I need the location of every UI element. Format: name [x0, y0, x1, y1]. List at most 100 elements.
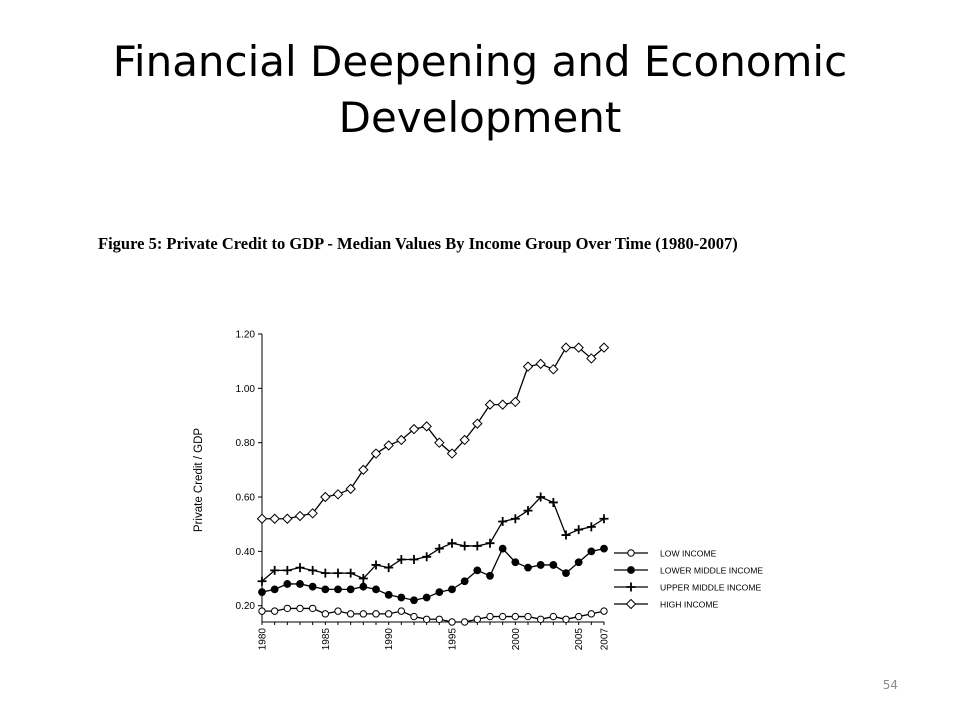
data-point: [574, 558, 583, 567]
data-point: [486, 571, 494, 580]
y-tick-label: 1.20: [236, 330, 256, 341]
data-point: [536, 615, 545, 623]
y-tick-label: 0.60: [236, 493, 256, 504]
series-line-lower-middle-income: [261, 547, 605, 601]
data-point: [460, 541, 470, 551]
x-tick-label: 1995: [448, 628, 459, 651]
x-tick-label: 2000: [511, 628, 522, 651]
data-point: [524, 563, 532, 572]
data-point: [573, 342, 584, 353]
data-point: [408, 423, 420, 435]
data-point: [334, 607, 342, 615]
data-point: [448, 585, 456, 594]
data-point: [472, 418, 483, 429]
data-point: [486, 612, 494, 621]
data-point: [257, 576, 267, 586]
data-point: [358, 574, 368, 584]
data-point: [561, 530, 571, 540]
data-point: [296, 604, 304, 613]
data-point: [435, 588, 444, 597]
data-point: [598, 342, 610, 353]
data-point: [473, 615, 482, 623]
data-point: [460, 577, 469, 586]
data-point: [334, 585, 342, 594]
series-layer: [256, 342, 610, 626]
data-point: [422, 593, 431, 602]
series-line-high-income: [262, 346, 605, 520]
y-tick-label: 0.80: [236, 438, 256, 449]
data-point: [345, 483, 356, 495]
data-point: [383, 440, 394, 451]
data-point: [472, 541, 482, 551]
data-point: [446, 448, 458, 459]
legend-label: UPPER MIDDLE INCOME: [660, 582, 761, 592]
data-point: [396, 555, 406, 565]
data-point: [321, 610, 330, 618]
slide-title: Financial Deepening and Economic Develop…: [60, 34, 900, 146]
slide-title-line-1: Financial Deepening and Economic: [112, 37, 848, 86]
data-point: [447, 538, 457, 548]
data-point: [498, 612, 507, 621]
data-point: [410, 596, 418, 605]
data-point: [422, 552, 432, 562]
series-line-low-income: [262, 607, 605, 623]
data-point: [522, 361, 534, 372]
data-point: [562, 569, 570, 577]
data-point: [308, 582, 317, 591]
legend-entry: LOW INCOME: [614, 548, 717, 558]
data-point: [321, 585, 330, 594]
legend-marker: [626, 582, 636, 592]
data-point: [511, 612, 520, 621]
data-point: [511, 558, 520, 567]
data-point: [283, 580, 292, 588]
data-point: [434, 437, 445, 448]
data-point: [510, 396, 521, 408]
x-tick-label: 1990: [384, 628, 395, 651]
data-point: [346, 585, 355, 594]
legend-entry: UPPER MIDDLE INCOME: [614, 582, 761, 592]
data-point: [549, 612, 558, 621]
data-point: [270, 607, 279, 615]
legend: LOW INCOME LOWER MIDDLE INCOME UPPER MIDDL…: [614, 548, 763, 609]
data-point: [384, 590, 393, 599]
data-point: [397, 607, 406, 615]
data-point: [296, 580, 304, 588]
x-tick-label: 1985: [321, 628, 332, 651]
data-point: [498, 544, 507, 553]
series-low-income: [258, 604, 608, 626]
data-point: [587, 610, 596, 618]
data-point: [460, 618, 469, 626]
data-point: [473, 566, 482, 575]
legend-label: LOW INCOME: [660, 548, 717, 558]
y-tick-label: 0.40: [236, 547, 256, 558]
x-tick-label: 2007: [600, 628, 611, 651]
data-point: [485, 538, 495, 548]
y-tick-label: 0.20: [236, 601, 256, 612]
data-point: [498, 516, 508, 526]
data-point: [258, 607, 266, 615]
data-point: [434, 544, 444, 554]
data-point: [560, 342, 572, 353]
data-point: [384, 610, 393, 618]
data-point: [346, 610, 355, 618]
data-point: [307, 508, 318, 519]
data-point: [282, 565, 292, 575]
data-point: [282, 513, 293, 524]
data-point: [258, 588, 266, 597]
data-point: [333, 568, 343, 578]
data-point: [422, 615, 431, 623]
data-point: [548, 364, 559, 375]
data-point: [320, 491, 331, 503]
data-point: [371, 560, 381, 570]
data-point: [600, 544, 608, 553]
data-point: [599, 514, 609, 524]
legend-marker: [625, 598, 637, 610]
legend-marker: [627, 566, 635, 574]
slide-title-line-2: Development: [338, 93, 622, 142]
data-point: [346, 568, 356, 578]
data-point: [294, 510, 306, 522]
data-point: [562, 615, 570, 623]
data-point: [586, 353, 597, 364]
x-tick-label: 2005: [574, 628, 585, 651]
